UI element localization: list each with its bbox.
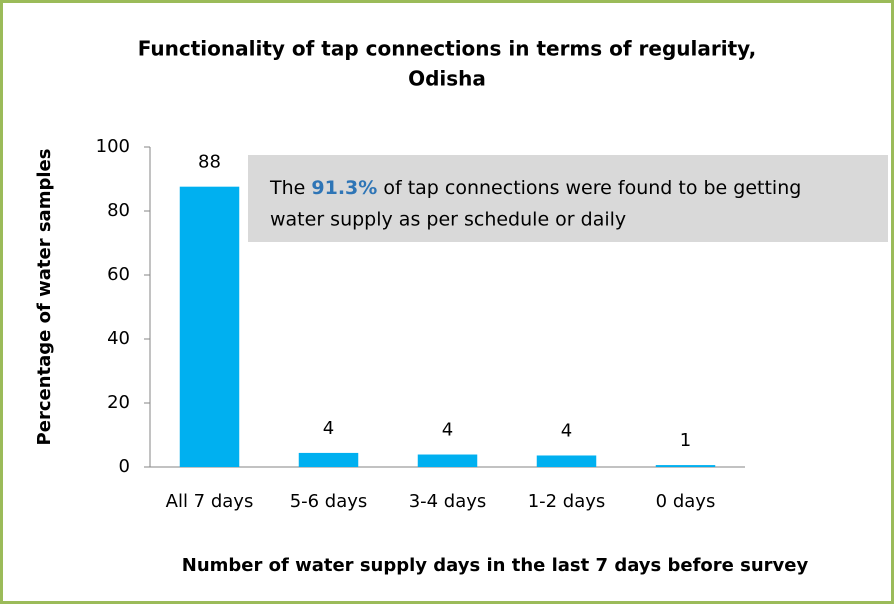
x-tick-label: 1-2 days	[528, 491, 606, 512]
y-tick-label: 80	[107, 200, 130, 221]
bar	[655, 465, 716, 467]
annotation-text: The	[269, 177, 311, 199]
chart-title: Odisha	[408, 67, 486, 91]
data-label: 1	[680, 430, 691, 451]
y-tick-label: 20	[107, 392, 130, 413]
x-tick-label: 0 days	[656, 491, 716, 512]
data-label: 4	[323, 418, 334, 439]
data-label: 4	[561, 420, 572, 441]
bar	[179, 186, 240, 467]
x-tick-label: 3-4 days	[409, 491, 487, 512]
chart-title: Functionality of tap connections in term…	[138, 37, 757, 61]
annotation-text: of tap connections were found to be gett…	[377, 177, 801, 199]
y-tick-label: 40	[107, 328, 130, 349]
data-label: 4	[442, 420, 453, 441]
x-tick-label: All 7 days	[166, 491, 254, 512]
bar	[536, 455, 597, 467]
data-label: 88	[198, 152, 221, 173]
y-tick-label: 60	[107, 264, 130, 285]
x-tick-label: 5-6 days	[290, 491, 368, 512]
annotation-box	[248, 155, 888, 242]
x-axis-label: Number of water supply days in the last …	[182, 555, 809, 576]
bar	[298, 452, 359, 467]
bar	[417, 454, 478, 467]
annotation: The 91.3% of tap connections were found …	[269, 177, 801, 199]
annotation-text: water supply as per schedule or daily	[270, 209, 626, 231]
y-tick-label: 0	[119, 456, 130, 477]
y-tick-label: 100	[96, 136, 130, 157]
y-axis-label: Percentage of water samples	[34, 149, 55, 446]
annotation-highlight: 91.3%	[311, 177, 377, 199]
